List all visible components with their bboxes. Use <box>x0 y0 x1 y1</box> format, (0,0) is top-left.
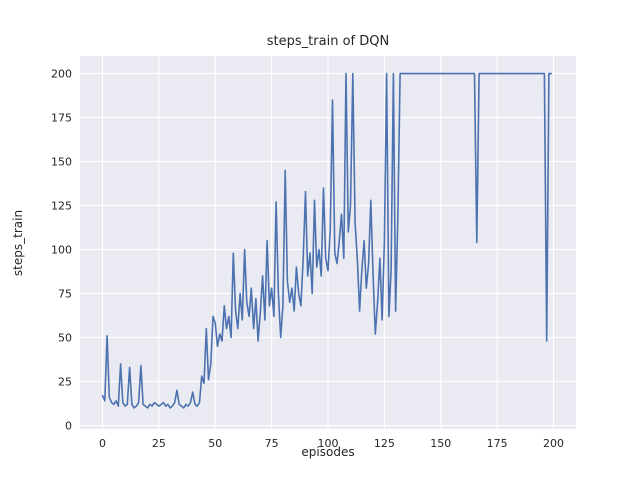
y-tick-label: 50 <box>58 332 72 345</box>
x-tick-label: 125 <box>374 437 395 450</box>
y-tick-label: 125 <box>51 200 72 213</box>
x-tick-label: 150 <box>430 437 451 450</box>
x-tick-label: 175 <box>487 437 508 450</box>
y-tick-label: 100 <box>51 244 72 257</box>
data-line-steps-train <box>101 72 553 409</box>
y-tick-label: 25 <box>58 375 72 388</box>
x-tick-label: 50 <box>208 437 222 450</box>
y-axis-label: steps_train <box>11 209 25 277</box>
chart-title: steps_train of DQN <box>266 34 390 49</box>
y-tick-label: 75 <box>58 288 72 301</box>
y-tick-label: 0 <box>65 419 72 432</box>
x-axis-label: episodes <box>301 445 355 459</box>
y-tick-label: 200 <box>51 68 72 81</box>
x-tick-label: 75 <box>265 437 279 450</box>
x-tick-label: 100 <box>318 437 339 450</box>
x-tick-label: 0 <box>99 437 106 450</box>
x-tick-label: 200 <box>543 437 564 450</box>
y-tick-label: 175 <box>51 112 72 125</box>
x-tick-label: 25 <box>152 437 166 450</box>
y-tick-label: 150 <box>51 156 72 169</box>
